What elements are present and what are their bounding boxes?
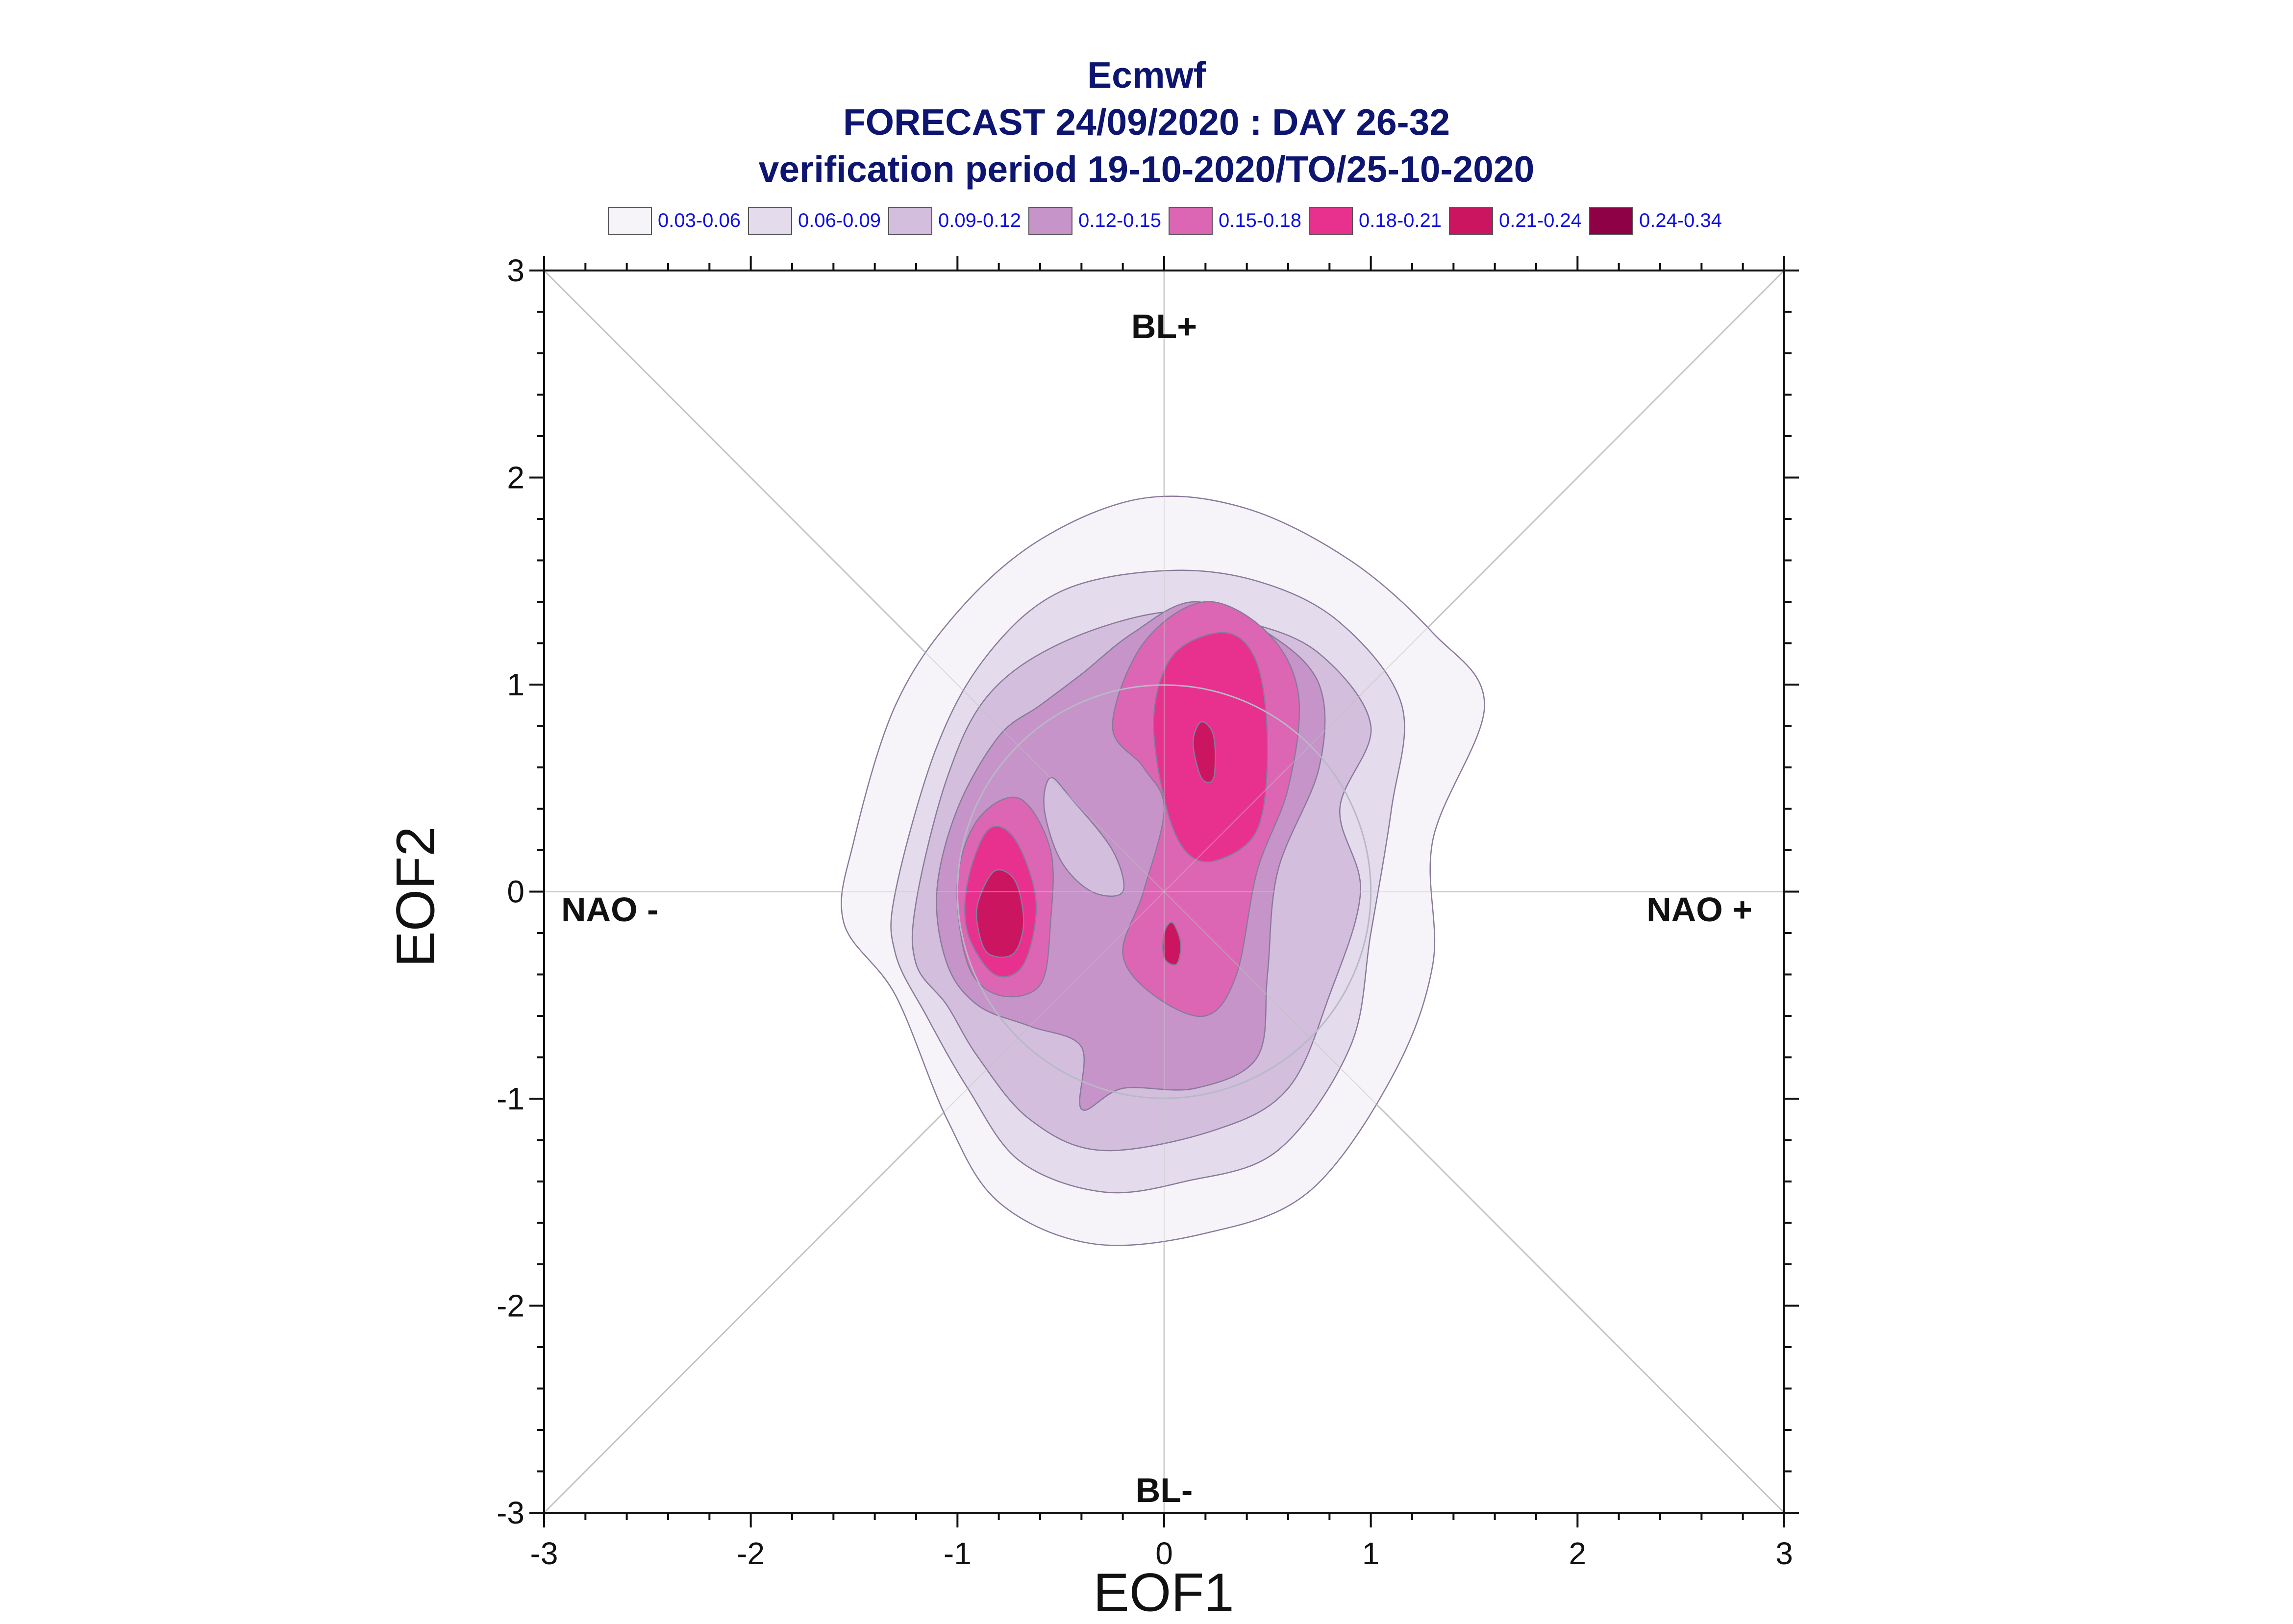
legend-label: 0.03-0.06 bbox=[658, 210, 741, 231]
legend-label: 0.12-0.15 bbox=[1078, 210, 1162, 231]
legend-label: 0.24-0.34 bbox=[1639, 210, 1722, 231]
color-legend: 0.03-0.06 0.06-0.09 0.09-0.12 0.12-0.15 0.15… bbox=[608, 207, 1784, 237]
x-tick-label: 3 bbox=[1775, 1536, 1793, 1571]
legend-label: 0.06-0.09 bbox=[798, 210, 881, 231]
x-axis-label: EOF1 bbox=[1093, 1562, 1234, 1623]
legend-swatch bbox=[1169, 207, 1213, 235]
chart-title-line-2: FORECAST 24/09/2020 : DAY 26-32 bbox=[843, 101, 1450, 143]
y-tick-label: -3 bbox=[497, 1495, 524, 1530]
legend-swatch bbox=[1028, 207, 1072, 235]
x-tick-label: 1 bbox=[1362, 1536, 1380, 1571]
x-tick-label: -2 bbox=[737, 1536, 765, 1571]
chart-title-line-3: verification period 19-10-2020/TO/25-10-… bbox=[758, 148, 1535, 190]
density-contour bbox=[1043, 777, 1125, 897]
y-tick-label: 0 bbox=[507, 874, 524, 910]
x-tick-label: -1 bbox=[944, 1536, 972, 1571]
y-tick-label: 2 bbox=[507, 460, 524, 495]
regime-label-bottom: BL- bbox=[1136, 1471, 1193, 1509]
y-tick-label: 3 bbox=[507, 253, 524, 288]
legend-label: 0.15-0.18 bbox=[1219, 210, 1302, 231]
chart-title-line-1: Ecmwf bbox=[1087, 54, 1206, 96]
legend-swatch bbox=[1589, 207, 1633, 235]
legend-label: 0.09-0.12 bbox=[938, 210, 1022, 231]
x-tick-label: 2 bbox=[1569, 1536, 1587, 1571]
legend-label: 0.18-0.21 bbox=[1359, 210, 1442, 231]
y-axis-label: EOF2 bbox=[385, 826, 446, 967]
legend-swatch bbox=[608, 207, 652, 235]
y-tick-label: 1 bbox=[507, 667, 524, 702]
y-tick-label: -2 bbox=[497, 1288, 524, 1324]
y-tick-label: -1 bbox=[497, 1081, 524, 1116]
regime-label-left: NAO - bbox=[561, 890, 658, 929]
legend-swatch bbox=[888, 207, 932, 235]
legend-swatch bbox=[1449, 207, 1493, 235]
density-contour bbox=[1192, 721, 1216, 784]
regime-label-top: BL+ bbox=[1131, 307, 1197, 345]
legend-swatch bbox=[748, 207, 792, 235]
x-tick-label: 0 bbox=[1155, 1536, 1173, 1571]
chart-title: Ecmwf FORECAST 24/09/2020 : DAY 26-32 ve… bbox=[0, 51, 2293, 193]
x-tick-label: -3 bbox=[530, 1536, 558, 1571]
regime-label-right: NAO + bbox=[1646, 890, 1752, 929]
legend-label: 0.21-0.24 bbox=[1499, 210, 1582, 231]
legend-swatch bbox=[1309, 207, 1353, 235]
